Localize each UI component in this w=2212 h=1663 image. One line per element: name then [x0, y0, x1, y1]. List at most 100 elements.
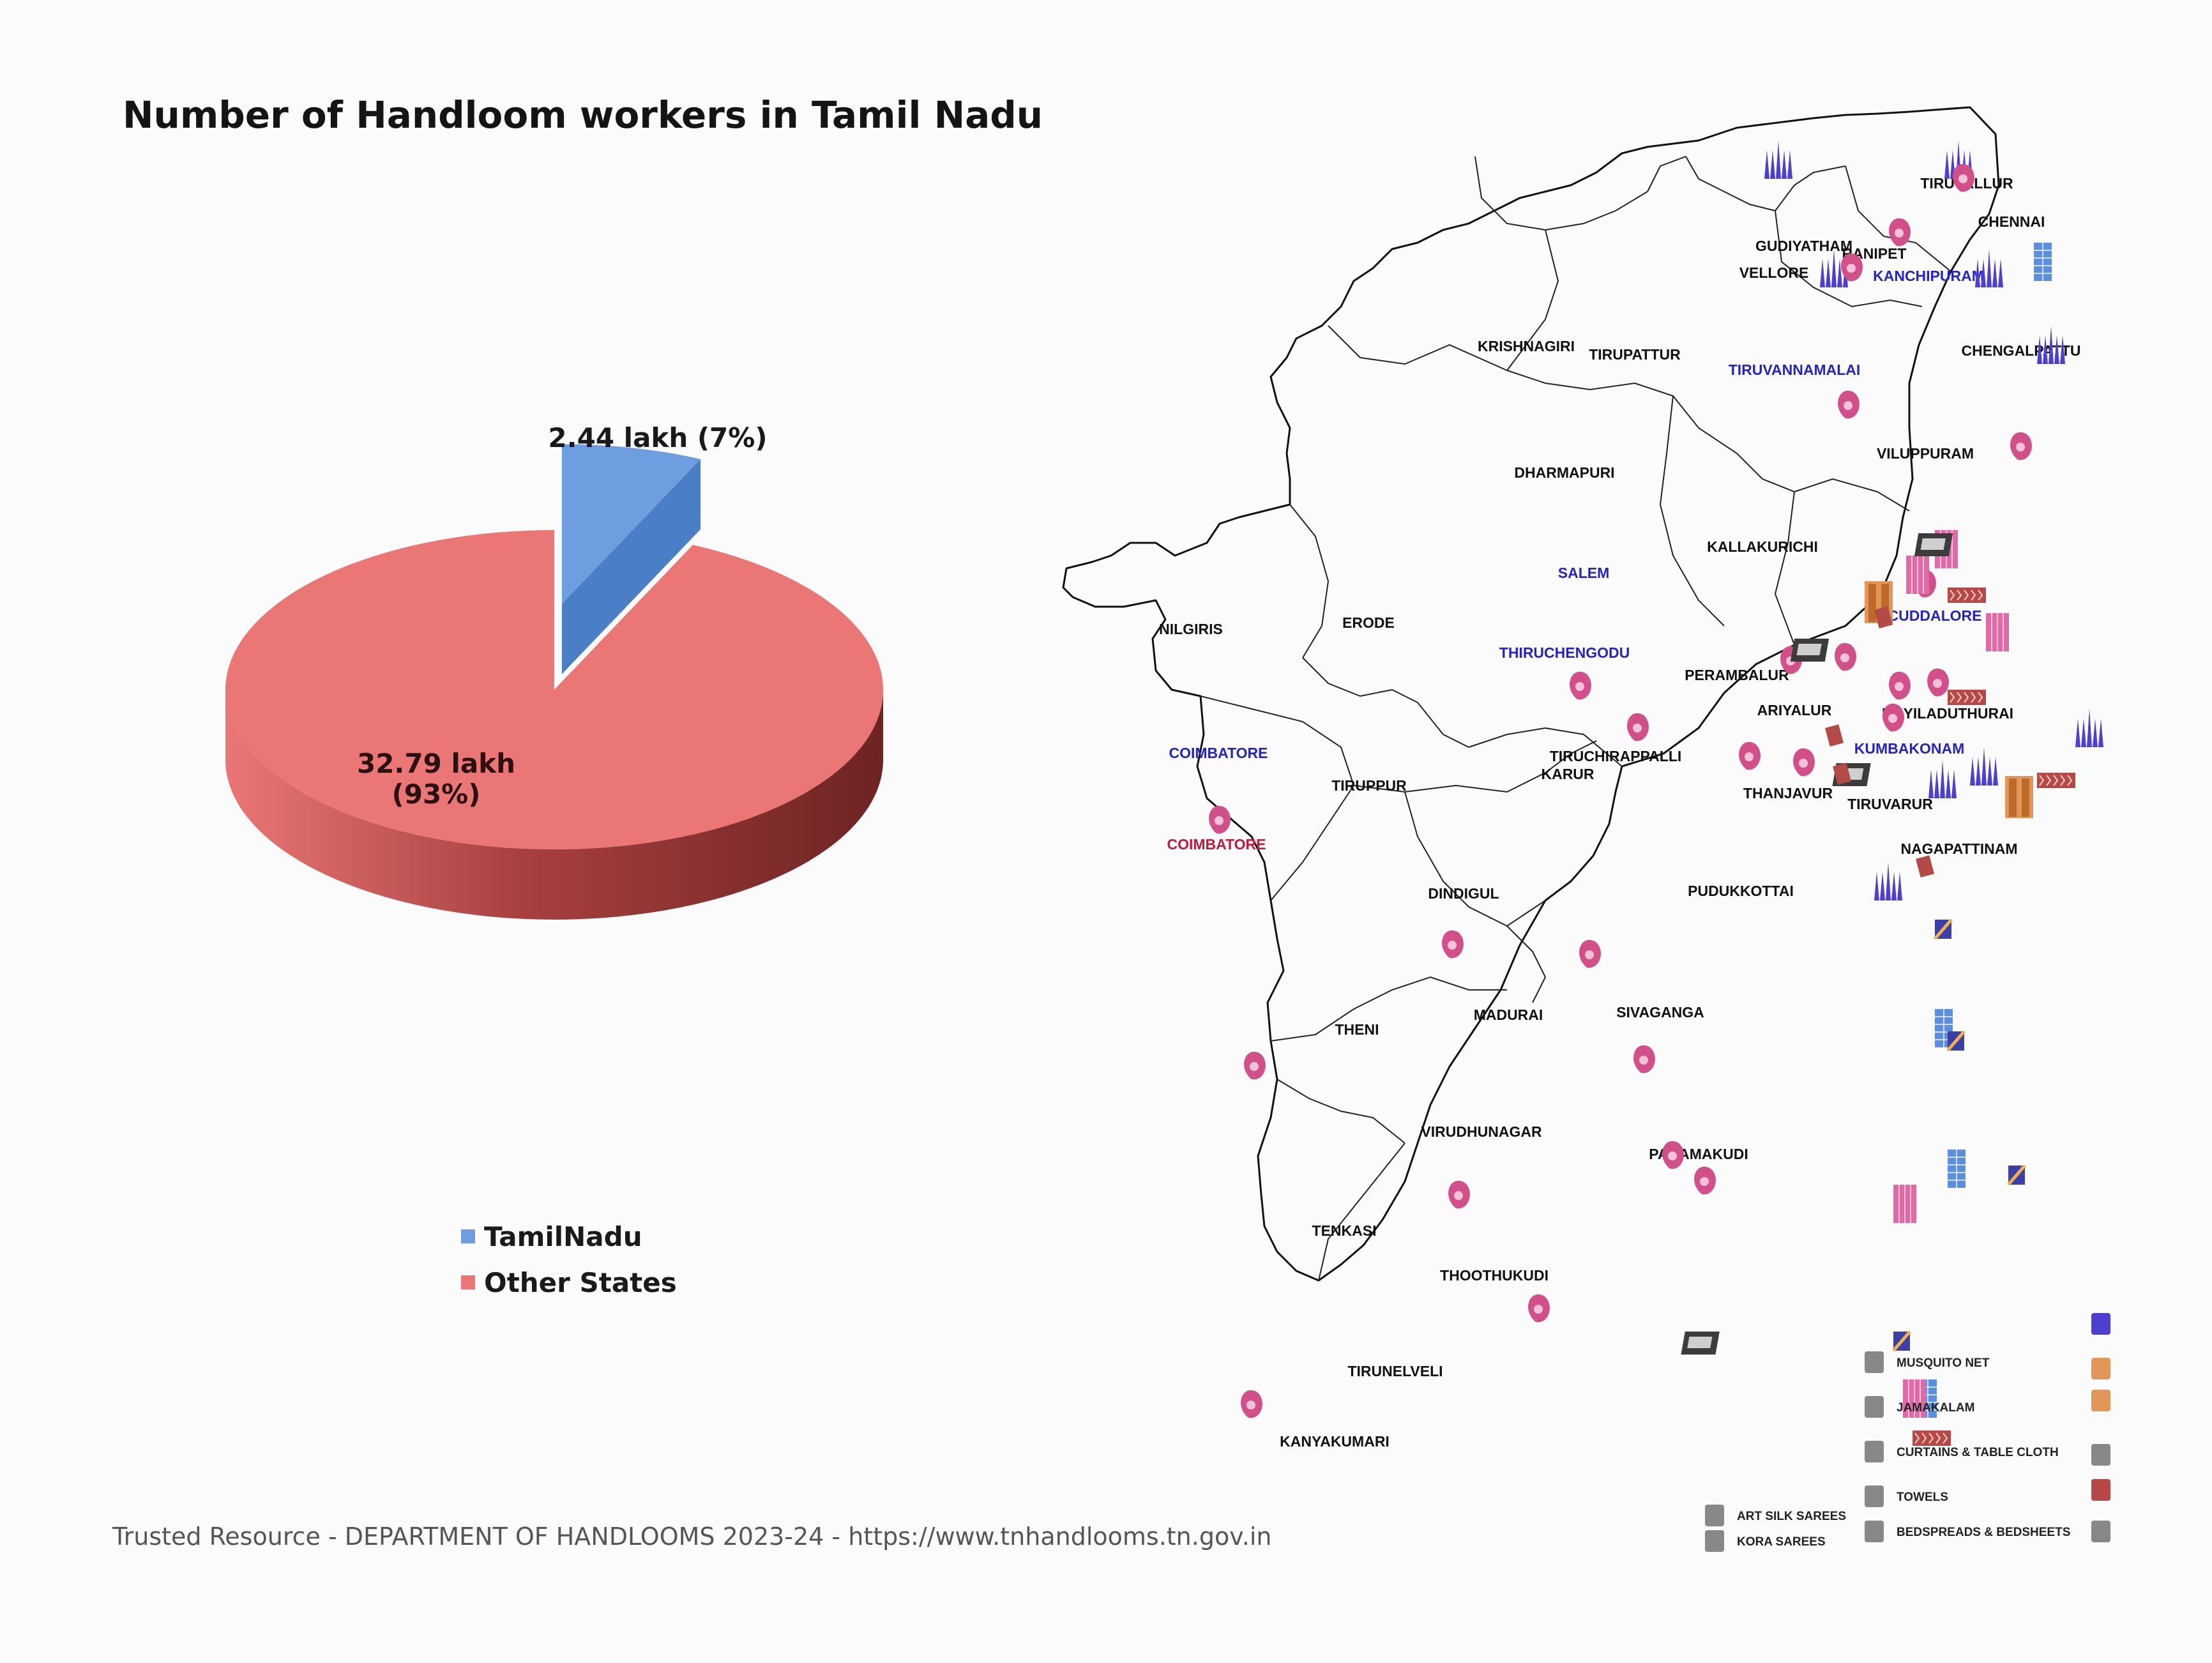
- pie-top-other-states: [225, 530, 883, 849]
- legend-item-jamakalam: JAMAKALAM: [1865, 1396, 1974, 1418]
- legend-item-other-states: Other States: [461, 1259, 677, 1305]
- art-silk-saree-icon: [1946, 1030, 1966, 1052]
- cotton-saree-icon: [1889, 218, 1911, 247]
- legend-label-kora-saree: KORA SAREES: [1737, 1535, 1826, 1549]
- district-label-chennai: CHENNAI: [1978, 213, 2045, 230]
- cotton-saree-icon: [1889, 671, 1911, 700]
- silk-shirt-icon: [2091, 1444, 2110, 1466]
- cotton-saree-icon: [1662, 1141, 1684, 1169]
- source-footer: Trusted Resource - DEPARTMENT OF HANDLOO…: [112, 1523, 1272, 1551]
- silk-saree-icon: [1874, 862, 1902, 900]
- legend-item-mosquito-net: MUSQUITO NET: [1865, 1351, 1990, 1373]
- legend-label-towel: TOWELS: [1897, 1491, 1948, 1504]
- pie-chart: 2.44 lakh (7%) 32.79 lakh(93%): [225, 422, 883, 920]
- district-boundaries: [1200, 156, 1951, 1281]
- district-label-viluppuram: VILUPPURAM: [1877, 445, 1974, 462]
- cotton-saree-icon: [1694, 1166, 1716, 1195]
- pie-top-tamilnadu: [561, 444, 701, 604]
- cotton-saree-icon: [1953, 163, 1974, 192]
- chart-legend: TamilNadu Other States: [461, 1213, 677, 1305]
- silk-saree-icon: [2037, 326, 2065, 364]
- district-label-thoothukudi: THOOTHUKUDI: [1440, 1267, 1549, 1284]
- legend-item-tamilnadu: TamilNadu: [461, 1213, 677, 1259]
- district-label-cuddalore: CUDDALORE: [1888, 607, 1982, 624]
- cotton-saree-icon: [1739, 741, 1761, 770]
- district-label-gudiyatham: GUDIYATHAM: [1755, 238, 1852, 254]
- cotton-saree-icon: [1241, 1390, 1262, 1418]
- district-label-kallakurichi: KALLAKURICHI: [1707, 538, 1818, 555]
- district-labels: TIRUVALLURCHENNAIGUDIYATHAMVELLORERANIPE…: [1159, 175, 2080, 1450]
- page-title: Number of Handloom workers in Tamil Nadu: [123, 93, 1043, 137]
- district-label-perambalur: PERAMBALUR: [1685, 667, 1789, 683]
- silk-dhoty-icon: [2091, 1390, 2110, 1411]
- cotton-saree-icon: [1927, 668, 1949, 697]
- data-label-tamilnadu: 2.44 lakh (7%): [548, 422, 767, 453]
- district-label-tirupattur: TIRUPATTUR: [1589, 346, 1681, 363]
- legend-item-silk-shirt: SILK SHIRT: [2091, 1444, 2110, 1466]
- district-label-coimbatore-cotton: COIMBATORE: [1167, 836, 1266, 853]
- legend-item-bedspread: BEDSPREADS & BEDSHEETS: [1865, 1521, 2070, 1542]
- towel-icon: [1903, 1379, 1926, 1418]
- legend-label-curtain: CURTAINS & TABLE CLOTH: [1897, 1446, 2059, 1459]
- bedspread-icon: [1865, 1521, 1884, 1542]
- curtain-icon: [1865, 1441, 1884, 1462]
- district-label-salem: SALEM: [1558, 565, 1610, 581]
- cotton-saree-icon: [1841, 253, 1863, 282]
- cotton-saree-icon: [1442, 930, 1464, 959]
- silk-saree-icon: [1970, 747, 1998, 786]
- kora-saree-icon: [1833, 763, 1852, 785]
- silk-saree-icon: [1928, 760, 1957, 798]
- legend-item-curtain: CURTAINS & TABLE CLOTH: [1865, 1441, 2059, 1462]
- cotton-saree-icon: [1209, 805, 1231, 834]
- legend-item-cotton-saree: COTTON SAREES: [2091, 1358, 2110, 1379]
- legend-item-art-silk-saree: ART SILK SAREES: [1705, 1505, 1846, 1526]
- district-label-kanchipuram: KANCHIPURAM: [1873, 268, 1984, 284]
- legend-item-cotton-dhoti: COTTON DHOTIES: [2091, 1479, 2110, 1501]
- district-label-kanyakumari: KANYAKUMARI: [1280, 1433, 1390, 1450]
- cotton-saree-icon: [1793, 748, 1815, 777]
- silk-saree-icon: [1764, 140, 1792, 179]
- district-label-dindigul: DINDIGUL: [1428, 885, 1499, 902]
- cotton-saree-icon: [1633, 1045, 1655, 1074]
- cotton-dhoti-icon: [2037, 773, 2075, 788]
- legend-item-silk-dhoty: SILK DHOTHY & ANGAVASTHIRAM: [2091, 1390, 2110, 1411]
- district-label-sivaganga: SIVAGANGA: [1616, 1004, 1704, 1021]
- legend-label-bedspread: BEDSPREADS & BEDSHEETS: [1897, 1526, 2070, 1539]
- district-label-nagapattinam: NAGAPATTINAM: [1900, 840, 2017, 857]
- district-label-tiruchirappalli: TIRUCHIRAPPALLI: [1550, 748, 1682, 764]
- legend-label-tamilnadu: TamilNadu: [484, 1220, 642, 1252]
- cotton-saree-icon: [1570, 671, 1591, 700]
- district-label-madurai: MADURAI: [1474, 1006, 1543, 1023]
- pie-slice-tamilnadu: [561, 444, 701, 674]
- cotton-saree-icon: [1528, 1294, 1550, 1323]
- district-label-kumbakonam: KUMBAKONAM: [1854, 740, 1964, 757]
- district-label-pudukkottai: PUDUKKOTTAI: [1688, 883, 1794, 899]
- district-label-ariyalur: ARIYALUR: [1757, 702, 1832, 718]
- legend-swatch-tamilnadu: [461, 1229, 475, 1243]
- legend-swatch-other-states: [461, 1275, 475, 1289]
- jamakalam-icon: [1865, 1396, 1884, 1418]
- legend-label-jamakalam: JAMAKALAM: [1897, 1401, 1974, 1415]
- towel-icon: [1986, 613, 2009, 651]
- art-silk-saree-icon: [2007, 1164, 2026, 1186]
- mosquito-net-icon: [1865, 1351, 1884, 1373]
- district-label-theni: THENI: [1335, 1021, 1379, 1038]
- art-silk-saree-icon: [1934, 918, 1953, 940]
- cotton-saree-icon: [2010, 432, 2032, 460]
- legend-item-lungi: COTTON LUNGIES: [2091, 1521, 2110, 1542]
- district-label-dharmapuri: DHARMAPURI: [1514, 464, 1614, 481]
- tamil-nadu-map: TIRUVALLURCHENNAIGUDIYATHAMVELLORERANIPE…: [1062, 106, 2110, 1552]
- silk-saree-icon: [1820, 249, 1848, 287]
- lungi-icon: [2034, 243, 2052, 281]
- district-label-tiruppur: TIRUPPUR: [1331, 777, 1407, 794]
- kora-saree-icon: [1825, 724, 1844, 747]
- art-silk-saree-icon: [1892, 1330, 1911, 1352]
- cotton-saree-icon: [1244, 1051, 1266, 1080]
- district-label-thanjavur: THANJAVUR: [1743, 785, 1833, 801]
- bedspread-icon: [1681, 1332, 1720, 1355]
- lungi-icon: [1935, 1009, 1953, 1047]
- towel-icon: [1865, 1485, 1884, 1507]
- district-label-tenkasi: TENKASI: [1312, 1222, 1377, 1239]
- cotton-saree-icon: [2091, 1358, 2110, 1379]
- pie-slice-other-states: [225, 530, 883, 920]
